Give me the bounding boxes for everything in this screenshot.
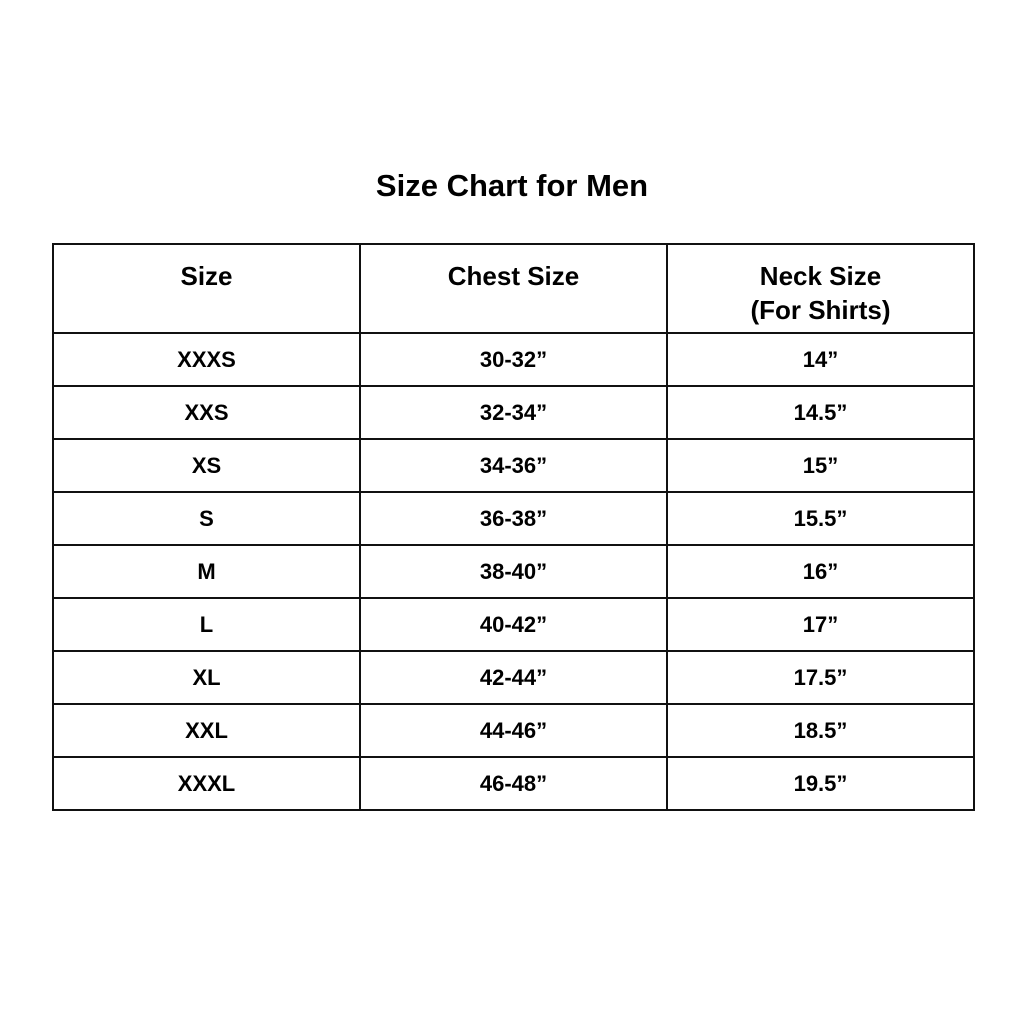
chest-size-cell: 44-46” [359,703,668,758]
header-neck-size-note: (For Shirts) [750,295,891,325]
neck-size-cell: 17” [666,597,975,652]
size-cell: XXL [52,703,361,758]
neck-size-cell: 16” [666,544,975,599]
table-row: XL 42-44” 17.5” [52,650,975,705]
table-row: XXL 44-46” 18.5” [52,703,975,758]
size-cell: XS [52,438,361,493]
table-row: XXS 32-34” 14.5” [52,385,975,440]
neck-size-cell: 18.5” [666,703,975,758]
header-size: Size [52,243,361,334]
header-neck-size-label: Neck Size [759,261,882,291]
size-cell: S [52,491,361,546]
neck-size-cell: 14.5” [666,385,975,440]
neck-size-cell: 17.5” [666,650,975,705]
size-cell: XL [52,650,361,705]
table-row: XXXS 30-32” 14” [52,332,975,387]
table-row: S 36-38” 15.5” [52,491,975,546]
chest-size-cell: 46-48” [359,756,668,811]
header-chest-size: Chest Size [359,243,668,334]
chest-size-cell: 36-38” [359,491,668,546]
size-chart-table: Size Chest Size Neck Size (For Shirts) XX… [52,243,975,811]
size-cell: XXXL [52,756,361,811]
neck-size-cell: 19.5” [666,756,975,811]
chest-size-cell: 40-42” [359,597,668,652]
table-row: XS 34-36” 15” [52,438,975,493]
size-cell: XXS [52,385,361,440]
chest-size-cell: 32-34” [359,385,668,440]
size-cell: M [52,544,361,599]
page-title: Size Chart for Men [375,168,649,203]
neck-size-cell: 14” [666,332,975,387]
header-neck-size: Neck Size (For Shirts) [666,243,975,334]
table-row: M 38-40” 16” [52,544,975,599]
size-cell: XXXS [52,332,361,387]
size-cell: L [52,597,361,652]
chest-size-cell: 30-32” [359,332,668,387]
neck-size-cell: 15.5” [666,491,975,546]
table-row: XXXL 46-48” 19.5” [52,756,975,811]
chest-size-cell: 38-40” [359,544,668,599]
neck-size-cell: 15” [666,438,975,493]
header-row: Size Chest Size Neck Size (For Shirts) [52,243,975,334]
chest-size-cell: 34-36” [359,438,668,493]
chest-size-cell: 42-44” [359,650,668,705]
table-row: L 40-42” 17” [52,597,975,652]
